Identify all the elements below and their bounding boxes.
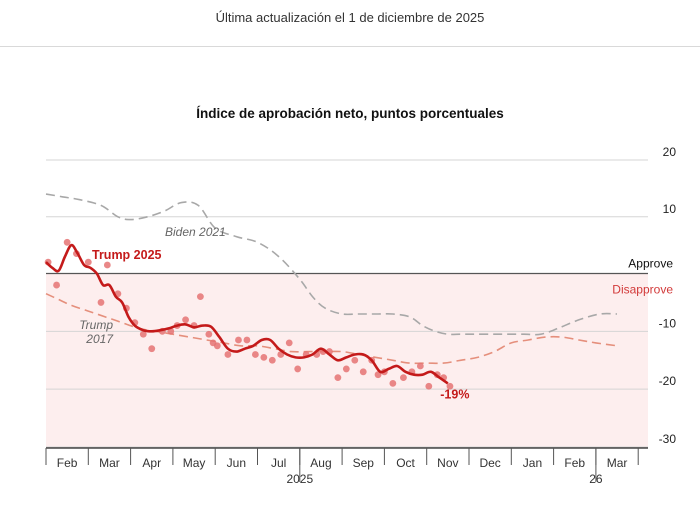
approve-label: Approve: [628, 257, 673, 271]
trump-2025-label: Trump 2025: [92, 248, 162, 262]
last-updated-text: Última actualización el 1 de diciembre d…: [215, 10, 485, 25]
x-tick-label: Jan: [523, 456, 542, 470]
poll-point: [97, 299, 105, 306]
x-tick-label: Jun: [227, 456, 246, 470]
poll-point: [389, 379, 397, 387]
chart-title: Índice de aprobación neto, puntos porcen…: [196, 106, 504, 121]
poll-point: [260, 353, 268, 361]
x-tick-label: Sep: [353, 456, 375, 470]
header-divider: [0, 46, 700, 47]
x-tick-label: Apr: [142, 456, 161, 470]
trump-2025-line: [45, 243, 449, 385]
year-label: 26: [589, 472, 603, 486]
x-tick-label: Dec: [479, 456, 500, 470]
poll-point: [359, 368, 367, 376]
poll-point: [285, 339, 293, 347]
poll-point: [294, 365, 302, 373]
y-tick-label: -20: [659, 374, 677, 388]
x-tick-label: Mar: [99, 456, 120, 470]
y-tick-label: 10: [663, 202, 677, 216]
x-tick-label: Jul: [271, 456, 286, 470]
x-tick-label: May: [183, 456, 206, 470]
x-tick-label: Aug: [310, 456, 331, 470]
poll-point: [446, 382, 454, 390]
poll-point: [351, 356, 359, 364]
y-tick-label: -10: [659, 316, 677, 330]
disapprove-label: Disapprove: [612, 283, 673, 297]
poll-point: [334, 374, 342, 381]
poll-point: [196, 293, 204, 301]
poll-point: [243, 336, 251, 344]
year-label: 2025: [286, 472, 313, 486]
end-value-label: -19%: [440, 387, 469, 401]
disapprove-zone: [46, 273, 648, 447]
poll-point: [53, 281, 60, 289]
biden-2021-label: Biden 2021: [165, 225, 226, 239]
poll-point: [63, 238, 71, 246]
x-tick-label: Feb: [57, 456, 78, 470]
poll-point: [425, 382, 433, 390]
x-tick-label: Feb: [564, 456, 585, 470]
poll-point: [400, 374, 407, 381]
poll-point: [235, 336, 242, 344]
y-tick-label: -30: [659, 432, 677, 446]
y-tick-label: 20: [663, 145, 677, 159]
poll-point: [103, 261, 111, 269]
poll-point: [342, 365, 350, 373]
poll-point: [148, 345, 156, 353]
poll-point: [213, 342, 221, 350]
poll-point: [182, 316, 189, 324]
poll-point: [268, 356, 276, 364]
poll-point: [224, 351, 232, 358]
poll-point: [251, 351, 259, 358]
x-tick-label: Oct: [396, 456, 415, 470]
trump-2017-label: Trump 2017: [79, 318, 114, 346]
poll-point: [205, 330, 213, 338]
poll-point: [416, 362, 424, 370]
x-tick-label: Nov: [437, 456, 458, 470]
poll-point: [84, 258, 92, 266]
poll-point: [139, 330, 147, 338]
biden-2021-line: [45, 193, 618, 336]
x-tick-label: Mar: [607, 456, 628, 470]
